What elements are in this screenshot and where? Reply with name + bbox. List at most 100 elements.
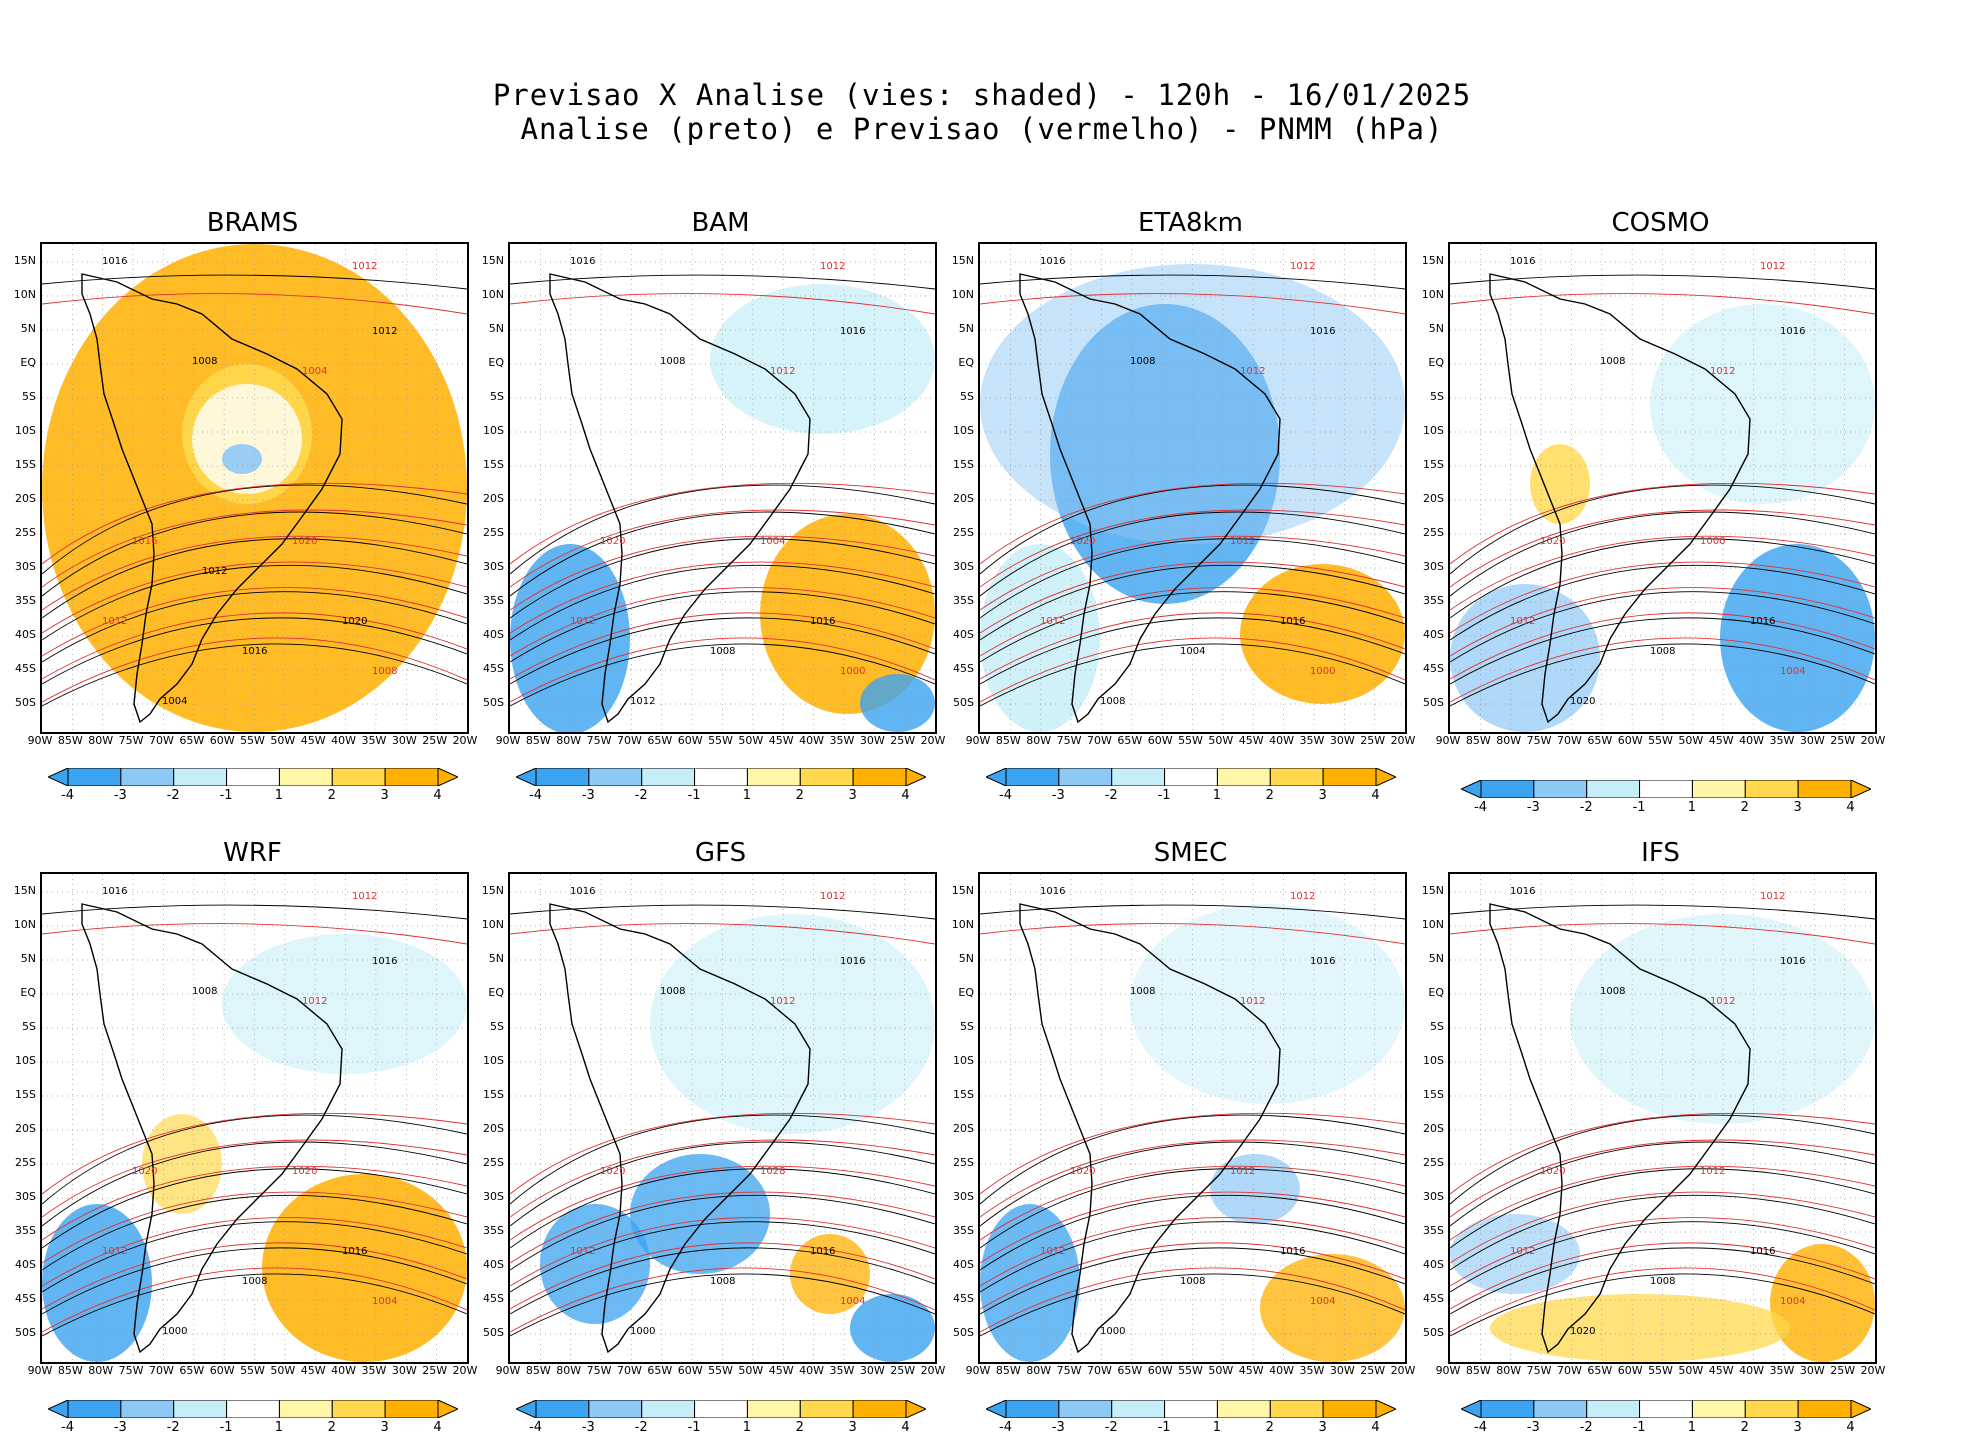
lat-tick-label: 20S <box>1423 1122 1444 1135</box>
colorbar-label: -4 <box>61 788 74 803</box>
colorbar <box>1460 1400 1871 1418</box>
lat-tick-label: 35S <box>953 1224 974 1237</box>
panel-title-wrf: WRF <box>223 838 282 868</box>
lon-tick-label: 85W <box>995 1364 1021 1377</box>
colorbar-segment <box>1322 1400 1376 1418</box>
colorbar-label: 2 <box>1265 788 1274 803</box>
lat-tick-label: 40S <box>15 1258 36 1271</box>
forecast-isobar <box>980 612 1405 680</box>
bias-shading <box>1450 1214 1580 1294</box>
colorbar-label: -3 <box>1051 788 1065 803</box>
bias-shading <box>860 674 935 732</box>
lat-tick-label: 15S <box>1423 458 1444 471</box>
forecast-isobar <box>1450 1267 1875 1333</box>
forecast-isobar <box>42 1191 467 1264</box>
lat-tick-label: 25S <box>15 526 36 539</box>
lat-tick-label: 50S <box>953 1326 974 1339</box>
isobar-label: 1012 <box>1290 261 1315 272</box>
colorbar-segment <box>67 1400 121 1418</box>
lon-tick-label: 60W <box>677 734 703 747</box>
colorbar-segment <box>746 1400 801 1418</box>
analysis-isobar <box>510 274 935 290</box>
forecast-isobar <box>980 1165 1405 1241</box>
colorbar-label: 1 <box>1687 1420 1697 1435</box>
lon-tick-label: 30W <box>1799 1364 1825 1377</box>
isobar-label: 1028 <box>760 1166 785 1177</box>
isobar-label: 1016 <box>1780 326 1805 337</box>
analysis-isobar <box>980 1273 1405 1337</box>
analysis-isobar <box>510 484 935 575</box>
map-panel-bam: 1016 1012 1008 1012 1016 1020 1016 1012 1008 1000… <box>508 242 937 734</box>
bias-shading <box>850 1294 935 1362</box>
colorbar-label: -4 <box>529 788 542 803</box>
panel-title-brams: BRAMS <box>206 208 299 238</box>
lat-tick-label: 35S <box>15 1224 36 1237</box>
bias-shading <box>1650 304 1875 504</box>
colorbar-segment <box>693 768 748 786</box>
isobar-label: 1020 <box>132 1166 157 1177</box>
bias-shading <box>1240 564 1405 704</box>
isobar-label: 1012 <box>1230 536 1255 547</box>
lat-tick-label: 10N <box>1421 288 1444 301</box>
analysis-isobar <box>1450 1273 1875 1337</box>
lon-tick-label: 70W <box>1556 734 1582 747</box>
colorbar-segment <box>693 1400 748 1418</box>
continent-outline <box>1489 273 1751 724</box>
lon-tick-label: 70W <box>1086 1364 1112 1377</box>
analysis-isobar <box>42 1141 467 1227</box>
lat-tick-label: 20S <box>953 1122 974 1135</box>
analysis-isobar <box>42 591 467 663</box>
colorbar-segment <box>1110 768 1165 786</box>
lon-tick-label: 60W <box>677 1364 703 1377</box>
map-field: 1016 1012 1008 1012 1016 1020 1016 1012 1008 1004… <box>42 874 467 1362</box>
isobar-label: 1004 <box>1780 666 1805 677</box>
colorbar-segment <box>119 1400 174 1418</box>
colorbar-arrow-low <box>1460 1400 1481 1418</box>
colorbar-segment <box>1691 780 1746 798</box>
analysis-isobar <box>1450 904 1875 920</box>
isobar-label: 1016 <box>570 886 595 897</box>
lon-tick-label: 75W <box>1056 734 1082 747</box>
lat-tick-label: EQ <box>488 356 504 369</box>
forecast-isobar <box>980 1217 1405 1287</box>
colorbar-label: 3 <box>1318 1420 1327 1435</box>
analysis-isobar <box>980 617 1405 685</box>
isobar-label: 1012 <box>352 261 377 272</box>
lat-tick-label: 5S <box>960 1020 974 1033</box>
forecast-isobar <box>1450 923 1875 945</box>
isobar-label: 1016 <box>372 956 397 967</box>
forecast-isobar <box>980 1139 1405 1218</box>
lon-tick-label: 85W <box>1465 1364 1491 1377</box>
colorbar-label: -2 <box>166 1420 180 1435</box>
map-field: 1016 1012 1008 1012 1016 1020 1016 1012 1008 1004… <box>1450 874 1875 1362</box>
colorbar-arrow-high <box>905 1400 926 1418</box>
panel-title-gfs: GFS <box>694 838 747 868</box>
lat-tick-label: 25S <box>953 1156 974 1169</box>
forecast-isobar <box>980 923 1405 945</box>
lon-tick-label: 85W <box>1465 734 1491 747</box>
analysis-isobar <box>42 564 467 641</box>
colorbar <box>47 1400 458 1418</box>
analysis-isobar <box>980 1168 1405 1249</box>
colorbar-segment <box>1480 780 1534 798</box>
lat-tick-label: 30S <box>15 560 36 573</box>
lon-tick-label: 20W <box>452 734 478 747</box>
lon-tick-label: 60W <box>1617 734 1643 747</box>
isobar-label: 1008 <box>1650 646 1675 657</box>
lon-tick-label: 40W <box>1739 734 1764 747</box>
analysis-isobar <box>510 1247 935 1315</box>
forecast-isobar <box>510 509 935 588</box>
lon-tick-label: 45W <box>768 734 794 747</box>
isobar-label: 1020 <box>1540 1166 1565 1177</box>
lon-tick-label: 85W <box>995 734 1021 747</box>
isobar-label: 1008 <box>242 1276 267 1287</box>
colorbar-label: 4 <box>1371 1420 1380 1435</box>
lat-tick-label: 25S <box>483 1156 504 1169</box>
colorbar-arrow-low <box>47 1400 68 1418</box>
colorbar-label: 1 <box>274 1420 284 1435</box>
colorbar <box>1460 780 1871 798</box>
analysis-isobar <box>1450 591 1875 663</box>
analysis-isobar <box>510 617 935 685</box>
colorbar-label: 4 <box>1371 788 1380 803</box>
colorbar-label: -2 <box>1104 788 1118 803</box>
